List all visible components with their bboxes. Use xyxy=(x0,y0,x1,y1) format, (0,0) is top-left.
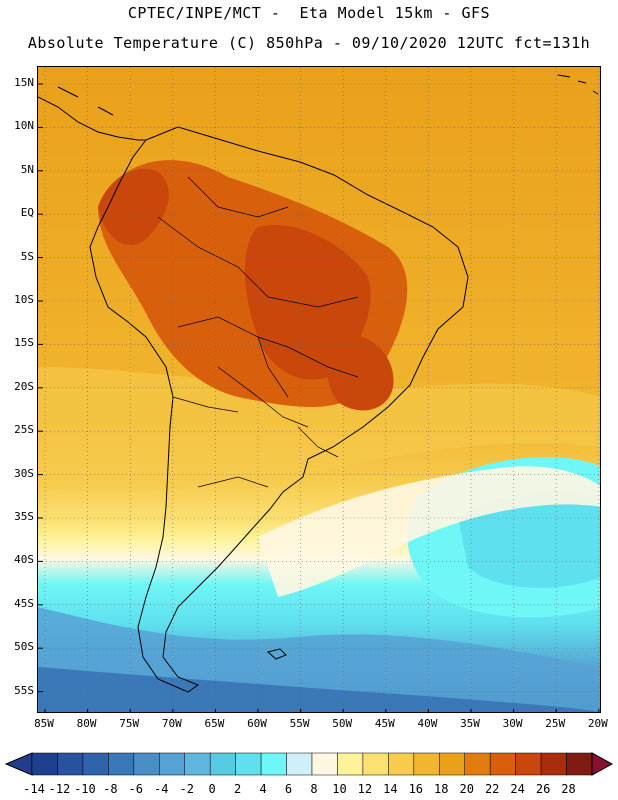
lon-label: 40W xyxy=(417,717,438,730)
lon-label: 45W xyxy=(374,717,395,730)
lat-label: EQ xyxy=(20,206,34,220)
colorbar-label: -2 xyxy=(179,782,194,796)
colorbar-label: -8 xyxy=(103,782,118,796)
colorbar-bin xyxy=(286,752,313,776)
colorbar-bin xyxy=(57,752,84,776)
lat-label: 55S xyxy=(14,683,34,697)
warm-band xyxy=(38,367,600,491)
colorbar-bin xyxy=(82,752,109,776)
colorbar-label: -12 xyxy=(48,782,71,796)
chart-title-line-2: Absolute Temperature (C) 850hPa - 09/10/… xyxy=(27,34,591,52)
axis-ticks xyxy=(38,83,600,712)
colorbar-label: 28 xyxy=(561,782,576,796)
colorbar-bin xyxy=(311,752,338,776)
colorbar-bin xyxy=(413,752,440,776)
colorbar-bin xyxy=(31,752,58,776)
colorbar-bin xyxy=(439,752,465,776)
colorbar-label: 14 xyxy=(383,782,398,796)
lon-label: 20W xyxy=(587,717,608,730)
lat-label: 40S xyxy=(14,553,34,567)
lat-label: 35S xyxy=(14,510,34,523)
lat-label: 5N xyxy=(20,162,34,176)
colorbar-label: 10 xyxy=(332,782,347,796)
cold-core-patch xyxy=(458,491,600,588)
colorbar-bin xyxy=(159,752,185,776)
cool-band xyxy=(258,466,600,597)
colorbar-bin xyxy=(515,752,542,776)
lon-label: 50W xyxy=(332,717,353,730)
lat-label: 10N xyxy=(14,119,34,133)
colorbar-bin xyxy=(337,752,364,776)
lat-label: 10S xyxy=(14,293,34,306)
colorbar-label: 4 xyxy=(259,782,267,796)
colorbar-label: -6 xyxy=(128,782,144,796)
central-america-outline xyxy=(38,96,146,141)
country-borders xyxy=(157,176,359,488)
colorbar-label: 0 xyxy=(208,782,216,796)
lon-label: 85W xyxy=(34,717,54,730)
temperature-map xyxy=(37,66,601,713)
lat-label: 30S xyxy=(14,466,34,480)
colorbar-bin xyxy=(209,752,236,776)
lat-label: 15N xyxy=(14,76,34,89)
colorbar-bin xyxy=(184,752,211,776)
lon-label: 75W xyxy=(119,717,140,730)
south-america-outline xyxy=(89,126,469,693)
lon-label: 35W xyxy=(460,717,480,730)
colorbar-label: 20 xyxy=(459,782,474,796)
colorbar-label: 6 xyxy=(284,782,293,796)
colorbar-label: 24 xyxy=(510,782,525,796)
colorbar-bin xyxy=(540,752,567,776)
lon-label: 55W xyxy=(289,717,310,730)
ne-caribbean-islands xyxy=(557,74,599,95)
colorbar-bin xyxy=(489,752,516,776)
falkland-islands xyxy=(266,648,287,660)
colorbar-label: 12 xyxy=(357,782,373,796)
northwest-hot-zone xyxy=(98,168,169,246)
colorbar-label: 22 xyxy=(484,782,500,796)
lat-label: 20S xyxy=(14,379,34,393)
lon-label: 25W xyxy=(545,717,566,730)
colorbar-label: 16 xyxy=(408,782,424,796)
lat-label: 5S xyxy=(20,249,34,263)
colorbar-label: -4 xyxy=(154,782,169,796)
colorbar-bin xyxy=(260,752,287,776)
lat-label: 45S xyxy=(14,596,34,610)
lat-label: 50S xyxy=(14,640,34,654)
colorbar-label: -14 xyxy=(23,782,45,796)
lon-label: 60W xyxy=(247,717,267,730)
colorbar xyxy=(4,752,614,776)
lon-label: 80W xyxy=(76,717,97,730)
colorbar-label: 2 xyxy=(234,782,242,796)
deep-cold-water xyxy=(38,667,600,712)
lat-label: 15S xyxy=(14,336,34,350)
lon-label: 70W xyxy=(161,717,182,730)
lat-label: 25S xyxy=(14,423,34,437)
caribbean-coast xyxy=(57,86,114,116)
colorbar-bin xyxy=(235,752,262,776)
colorbar-label: 18 xyxy=(434,782,449,796)
chart-title-line-1: CPTEC/INPE/MCT - Eta Model 15km - GFS xyxy=(127,4,491,22)
colorbar-label: 26 xyxy=(535,782,551,796)
colorbar-bin xyxy=(464,752,491,776)
colorbar-high-arrow xyxy=(591,752,614,776)
colorbar-bin xyxy=(108,752,135,776)
colorbar-label: -10 xyxy=(74,782,96,796)
lon-label: 30W xyxy=(502,717,523,730)
colorbar-bin xyxy=(388,752,415,776)
colorbar-bin xyxy=(133,752,160,776)
colorbar-bin xyxy=(566,752,593,776)
colorbar-low-arrow xyxy=(4,752,33,776)
colorbar-label: 8 xyxy=(310,782,318,796)
lon-label: 65W xyxy=(204,717,225,730)
colorbar-bin xyxy=(362,752,389,776)
